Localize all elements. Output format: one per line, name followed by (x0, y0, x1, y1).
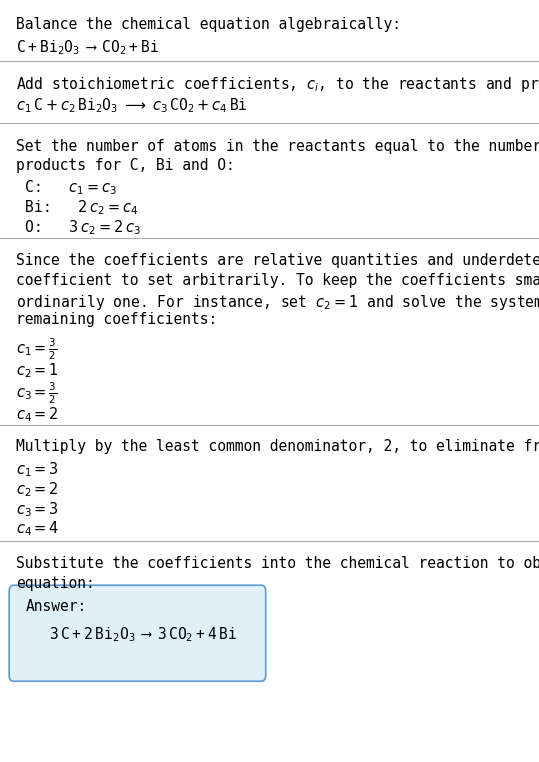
Text: Multiply by the least common denominator, 2, to eliminate fractional coefficient: Multiply by the least common denominator… (16, 439, 539, 454)
Text: products for C, Bi and O:: products for C, Bi and O: (16, 158, 235, 174)
Text: $\mathtt{3\,C + 2\,Bi_2O_3 \;\longrightarrow\; 3\,CO_2 + 4\,Bi}$: $\mathtt{3\,C + 2\,Bi_2O_3 \;\longrighta… (49, 625, 236, 644)
Text: $c_3 = 3$: $c_3 = 3$ (16, 500, 59, 519)
Text: $c_2 = 1$: $c_2 = 1$ (16, 361, 59, 380)
Text: Balance the chemical equation algebraically:: Balance the chemical equation algebraica… (16, 17, 401, 32)
Text: $c_4 = 4$: $c_4 = 4$ (16, 520, 59, 539)
Text: Add stoichiometric coefficients, $c_i$, to the reactants and products:: Add stoichiometric coefficients, $c_i$, … (16, 75, 539, 94)
Text: $c_2 = 2$: $c_2 = 2$ (16, 480, 59, 499)
Text: $c_3 = \frac{3}{2}$: $c_3 = \frac{3}{2}$ (16, 381, 58, 406)
Text: $c_4 = 2$: $c_4 = 2$ (16, 405, 59, 424)
Text: Substitute the coefficients into the chemical reaction to obtain the balanced: Substitute the coefficients into the che… (16, 556, 539, 572)
FancyBboxPatch shape (9, 585, 266, 681)
Text: $c_1 = 3$: $c_1 = 3$ (16, 460, 59, 479)
Text: $c_1\,\mathtt{C} + c_2\,\mathtt{Bi_2O_3} \;\longrightarrow\; c_3\,\mathtt{CO_2} : $c_1\,\mathtt{C} + c_2\,\mathtt{Bi_2O_3}… (16, 96, 248, 115)
Text: equation:: equation: (16, 576, 95, 591)
Text: Set the number of atoms in the reactants equal to the number of atoms in the: Set the number of atoms in the reactants… (16, 139, 539, 154)
Text: $c_1 = \frac{3}{2}$: $c_1 = \frac{3}{2}$ (16, 337, 58, 362)
Text: O:   $3\,c_2 = 2\,c_3$: O: $3\,c_2 = 2\,c_3$ (16, 218, 141, 237)
Text: C:   $c_1 = c_3$: C: $c_1 = c_3$ (16, 178, 118, 197)
Text: Since the coefficients are relative quantities and underdetermined, choose a: Since the coefficients are relative quan… (16, 253, 539, 268)
Text: Answer:: Answer: (26, 599, 87, 614)
Text: ordinarily one. For instance, set $c_2 = 1$ and solve the system of equations fo: ordinarily one. For instance, set $c_2 =… (16, 293, 539, 312)
Text: $\mathtt{C + Bi_2O_3 \;\longrightarrow\; CO_2 + Bi}$: $\mathtt{C + Bi_2O_3 \;\longrightarrow\;… (16, 38, 160, 57)
Text: remaining coefficients:: remaining coefficients: (16, 312, 217, 328)
Text: coefficient to set arbitrarily. To keep the coefficients small, the arbitrary va: coefficient to set arbitrarily. To keep … (16, 273, 539, 288)
Text: Bi:   $2\,c_2 = c_4$: Bi: $2\,c_2 = c_4$ (16, 198, 139, 217)
